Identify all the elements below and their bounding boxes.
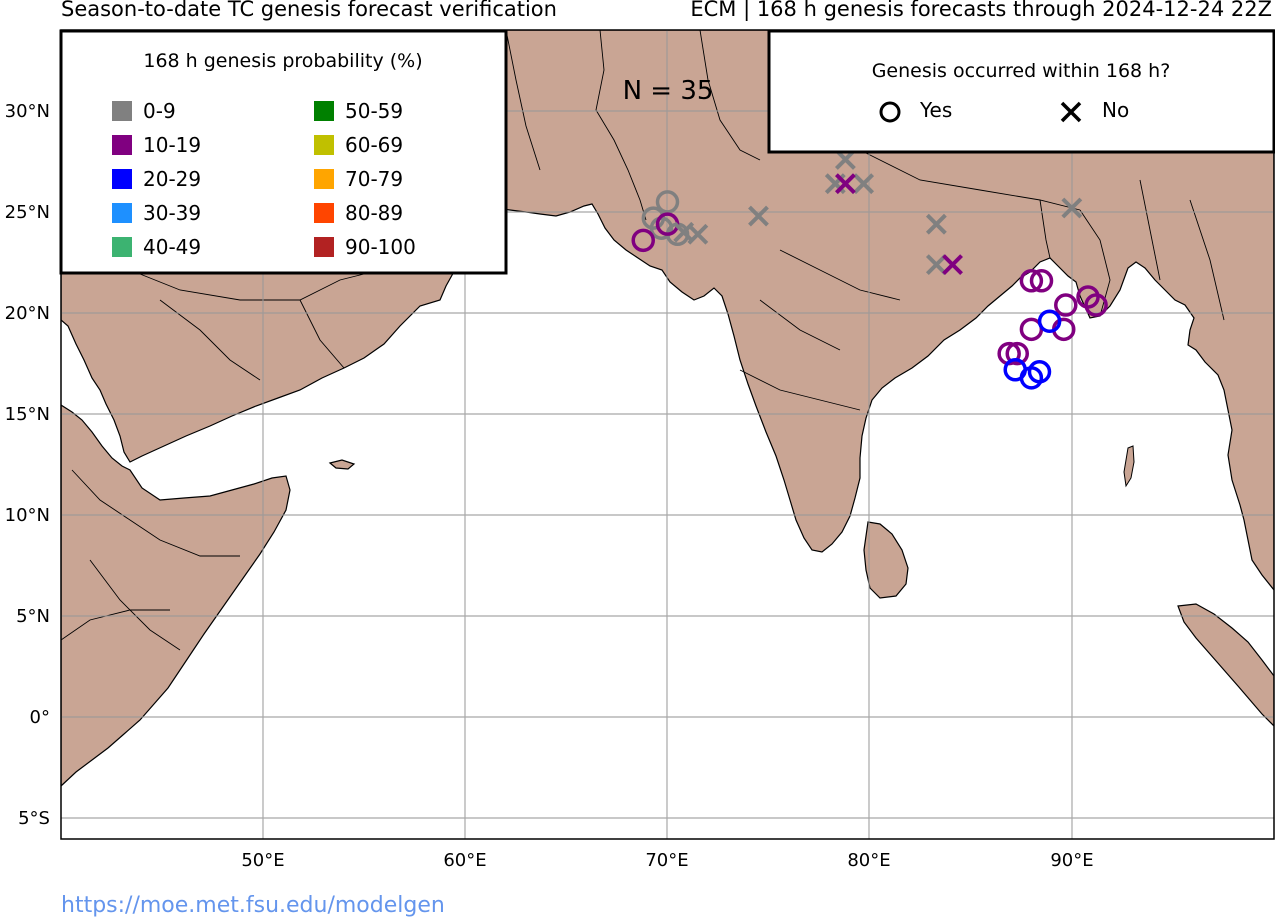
genesis-yes-marker bbox=[1005, 341, 1029, 366]
legend-label: 10-19 bbox=[143, 133, 201, 157]
land-andaman bbox=[1123, 445, 1135, 488]
legend-swatch bbox=[112, 135, 132, 155]
legend-swatch bbox=[314, 237, 334, 257]
lat-tick-labels: 30°N 25°N 20°N 15°N 10°N 5°N 0° 5°S bbox=[5, 101, 50, 829]
legend-label: 0-9 bbox=[143, 99, 176, 123]
legend-swatch bbox=[314, 101, 334, 121]
yes-marker-icon bbox=[879, 101, 901, 123]
map-title-right: ECM | 168 h genesis forecasts through 20… bbox=[690, 0, 1272, 21]
land-socotra bbox=[328, 459, 356, 470]
no-label: No bbox=[1102, 98, 1129, 122]
genesis-no-marker bbox=[673, 221, 695, 243]
land-sri-lanka bbox=[863, 521, 909, 599]
lat-tick-label: 30°N bbox=[5, 101, 50, 122]
lat-tick-label: 5°N bbox=[16, 606, 50, 627]
genesis-no-marker bbox=[834, 173, 856, 195]
outcome-legend-box bbox=[767, 29, 1275, 154]
source-url-link[interactable]: https://moe.met.fsu.edu/modelgen bbox=[61, 893, 445, 918]
lat-tick-label: 10°N bbox=[5, 505, 50, 526]
legend-swatch bbox=[314, 135, 334, 155]
lon-tick-label: 80°E bbox=[847, 850, 890, 871]
genesis-yes-marker bbox=[655, 190, 680, 214]
lat-tick-label: 20°N bbox=[5, 303, 50, 324]
genesis-no-marker bbox=[925, 254, 947, 276]
lat-tick-label: 15°N bbox=[5, 404, 50, 425]
map-frame bbox=[60, 29, 1275, 840]
legend-label: 60-69 bbox=[345, 133, 403, 157]
legend-label: 50-59 bbox=[345, 99, 403, 123]
lat-tick-label: 0° bbox=[30, 707, 50, 728]
genesis-no-marker bbox=[1061, 197, 1083, 219]
no-marker-icon bbox=[1060, 101, 1082, 123]
forecast-markers bbox=[631, 149, 1108, 390]
genesis-yes-marker bbox=[1084, 293, 1108, 317]
probability-legend-box bbox=[59, 29, 508, 275]
legend-label: 80-89 bbox=[345, 201, 403, 225]
outcome-legend-title: Genesis occurred within 168 h? bbox=[872, 60, 1171, 82]
lon-tick-labels: 50°E 60°E 70°E 80°E 90°E bbox=[241, 850, 1093, 871]
land-africa bbox=[61, 404, 291, 787]
lon-tick-label: 50°E bbox=[241, 850, 284, 871]
lon-tick-label: 60°E bbox=[443, 850, 486, 871]
lon-tick-label: 70°E bbox=[645, 850, 688, 871]
genesis-no-marker bbox=[925, 213, 947, 235]
genesis-yes-marker bbox=[631, 228, 655, 253]
legend-swatch bbox=[112, 203, 132, 223]
legend-swatch bbox=[112, 237, 132, 257]
genesis-yes-marker bbox=[1029, 269, 1054, 293]
yes-label: Yes bbox=[919, 98, 952, 122]
count-label: N = 35 bbox=[623, 76, 714, 106]
lon-tick-label: 90°E bbox=[1050, 850, 1093, 871]
legend-label: 40-49 bbox=[143, 235, 201, 259]
map-title-left: Season-to-date TC genesis forecast verif… bbox=[61, 0, 557, 21]
legend-swatch bbox=[112, 101, 132, 121]
genesis-yes-marker bbox=[1054, 293, 1078, 317]
legend-swatch bbox=[314, 203, 334, 223]
gridlines bbox=[61, 30, 1274, 839]
legend-label: 30-39 bbox=[143, 201, 201, 225]
country-borders bbox=[61, 30, 1225, 651]
genesis-yes-marker bbox=[1019, 269, 1044, 293]
outcome-legend: Genesis occurred within 168 h? Yes No bbox=[767, 29, 1275, 154]
legend-label: 70-79 bbox=[345, 167, 403, 191]
genesis-no-marker bbox=[853, 173, 875, 195]
legend-swatch bbox=[112, 169, 132, 189]
genesis-yes-marker bbox=[1037, 309, 1062, 333]
lat-tick-label: 5°S bbox=[18, 808, 50, 829]
probability-legend: 168 h genesis probability (%) 0-9 10-19 20… bbox=[59, 29, 508, 275]
legend-label: 90-100 bbox=[345, 235, 416, 259]
genesis-no-marker bbox=[942, 254, 963, 276]
land-sumatra bbox=[1177, 603, 1274, 727]
legend-swatch bbox=[314, 169, 334, 189]
probability-legend-title: 168 h genesis probability (%) bbox=[143, 50, 422, 72]
genesis-no-marker bbox=[748, 205, 769, 227]
legend-label: 20-29 bbox=[143, 167, 201, 191]
genesis-yes-marker bbox=[1027, 360, 1052, 384]
lat-tick-label: 25°N bbox=[5, 202, 50, 223]
